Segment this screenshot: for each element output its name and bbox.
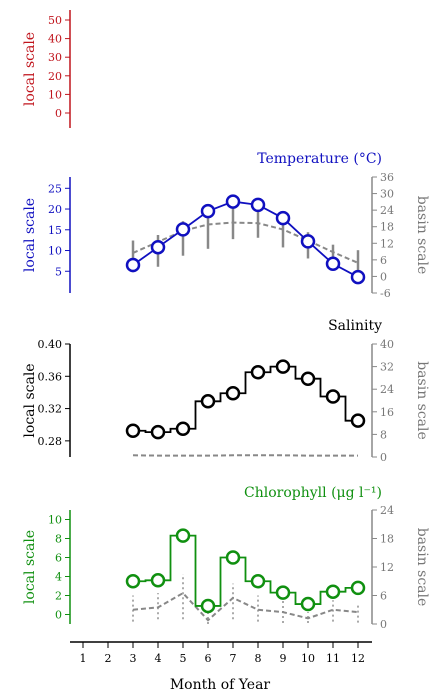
data-point-marker [225,385,241,401]
left-axis-label: local scale [22,363,38,437]
data-point-marker [250,574,266,589]
data-point-marker [275,585,291,600]
right-tick-label: 18 [380,221,394,234]
left-tick-label: 6 [55,552,62,565]
right-tick-label: 6 [380,254,387,267]
left-tick-label: 10 [48,245,62,258]
right-tick-label: 36 [380,171,394,184]
left-tick-label: 30 [48,51,62,64]
left-axis-label: local scale [22,198,38,272]
right-tick-label: 32 [380,361,394,374]
panel-title: Temperature (°C) [257,151,382,167]
left-tick-label: 0 [55,609,62,622]
data-point-marker [200,394,216,409]
data-point-marker [350,580,366,596]
data-point-marker [125,257,141,273]
panel-title: Chlorophyll (μg l⁻¹) [244,485,382,501]
data-point-marker [275,359,291,374]
left-tick-label: 10 [48,514,62,527]
x-tick-label: 12 [351,652,365,665]
x-tick-label: 4 [155,652,162,665]
data-point-marker [150,573,166,588]
data-point-marker [350,269,366,285]
x-tick-label: 3 [130,652,137,665]
right-axis-label: basin scale [414,196,430,275]
local-series-line [133,365,358,434]
right-tick-label: 16 [380,406,394,419]
right-tick-label: 12 [380,561,394,574]
right-axis-label: basin scale [414,361,430,440]
basin-series-line [132,221,359,264]
data-point-marker [125,574,141,589]
data-point-marker [150,239,166,255]
data-point-marker [300,371,316,386]
x-tick-label: 9 [280,652,287,665]
left-tick-label: 20 [48,203,62,216]
panel-title: Salinity [328,318,382,334]
basin-series-line [132,591,359,622]
data-point-marker [175,222,191,237]
data-point-marker [125,423,141,439]
data-point-marker [250,197,266,213]
local-series-line [132,200,359,278]
local-series-line [133,534,358,607]
left-axis-label: local scale [22,32,38,106]
x-tick-label: 2 [105,652,112,665]
data-point-marker [350,413,366,428]
data-point-marker [300,596,316,612]
data-point-marker [200,598,216,614]
data-point-marker [175,528,191,543]
right-tick-label: 6 [380,590,387,603]
x-tick-label: 1 [80,652,87,665]
left-axis-label: local scale [22,530,38,604]
right-tick-label: 12 [380,237,394,250]
right-tick-label: 0 [380,451,387,464]
data-point-marker [225,550,241,565]
right-tick-label: 0 [380,618,387,631]
left-tick-label: 0.40 [38,338,63,351]
x-tick-label: 8 [255,652,262,665]
right-tick-label: 0 [380,270,387,283]
right-tick-label: 18 [380,533,394,546]
left-tick-label: 0 [55,107,62,120]
left-tick-label: 10 [48,88,62,101]
left-tick-label: 2 [55,590,62,603]
data-point-marker [200,203,216,219]
data-point-marker [250,365,266,380]
right-axis-label: basin scale [414,528,430,607]
data-point-marker [225,194,241,209]
data-point-marker [325,256,341,272]
left-tick-label: 20 [48,70,62,83]
left-tick-label: 0.32 [38,403,63,416]
x-tick-label: 11 [326,652,340,665]
left-tick-label: 25 [48,182,62,195]
data-point-marker [325,584,341,599]
right-tick-label: 30 [380,188,394,201]
x-tick-label: 10 [301,652,315,665]
data-point-marker [275,210,291,226]
left-tick-label: 0.28 [38,435,63,448]
left-tick-label: 8 [55,533,62,546]
x-axis-label: Month of Year [170,677,271,693]
left-tick-label: 40 [48,33,62,46]
right-tick-label: 24 [380,504,394,517]
right-tick-label: 8 [380,428,387,441]
left-tick-label: 5 [55,265,62,278]
x-tick-label: 6 [205,652,212,665]
data-point-marker [300,234,316,249]
right-tick-label: -6 [380,287,391,300]
left-tick-label: 50 [48,14,62,27]
data-point-marker [150,424,166,440]
right-tick-label: 24 [380,383,394,396]
left-tick-label: 4 [55,571,62,584]
x-tick-label: 7 [230,652,237,665]
left-tick-label: 0.36 [38,370,63,383]
right-tick-label: 40 [380,338,394,351]
x-tick-label: 5 [180,652,187,665]
data-point-marker [175,421,191,436]
left-tick-label: 15 [48,224,62,237]
right-tick-label: 24 [380,204,394,217]
data-point-marker [325,389,341,404]
